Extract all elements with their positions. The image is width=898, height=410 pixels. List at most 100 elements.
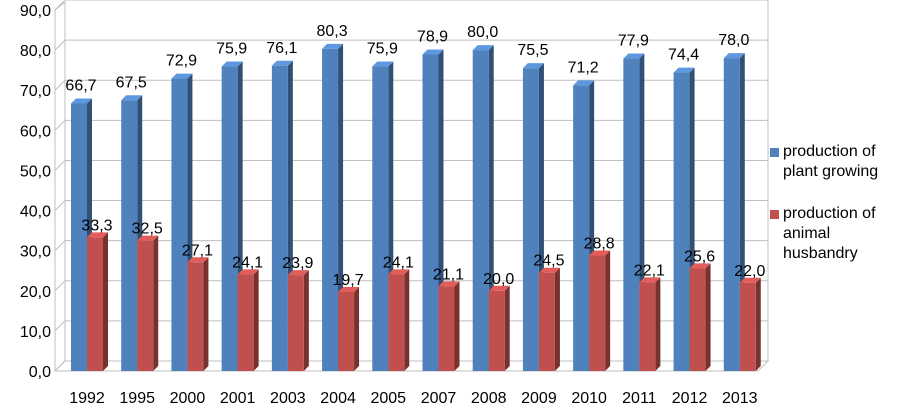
bar-plant-2013 bbox=[723, 58, 740, 372]
bar-top bbox=[137, 235, 159, 241]
data-label: 24,5 bbox=[533, 253, 564, 270]
gridline bbox=[54, 159, 768, 171]
data-label: 20,0 bbox=[483, 271, 514, 288]
bar-top bbox=[87, 232, 108, 238]
bar-top bbox=[573, 80, 595, 86]
data-label: 19,7 bbox=[333, 272, 364, 289]
bar-animal-2010 bbox=[589, 255, 606, 371]
bar-animal-2001 bbox=[237, 274, 254, 371]
bar-animal-2009 bbox=[538, 272, 555, 371]
bar-top bbox=[472, 45, 494, 51]
data-label: 78,0 bbox=[718, 32, 749, 49]
bar-animal-2007 bbox=[438, 286, 455, 371]
bar-plant-2007 bbox=[422, 54, 439, 371]
bar-top bbox=[121, 95, 143, 101]
y-tick-label: 10,0 bbox=[20, 324, 51, 341]
x-tick-label: 2008 bbox=[471, 390, 507, 407]
y-tick-label: 0,0 bbox=[29, 364, 51, 381]
legend: production of plant growing production o… bbox=[770, 142, 898, 286]
bar-top bbox=[488, 285, 510, 291]
data-label: 77,9 bbox=[618, 33, 649, 50]
data-label: 28,8 bbox=[584, 235, 615, 252]
gridline bbox=[54, 320, 768, 332]
gridline bbox=[54, 79, 768, 91]
bar-plant-1995 bbox=[121, 100, 138, 371]
bar-plant-2011 bbox=[623, 58, 640, 371]
bar-top bbox=[287, 270, 309, 276]
legend-swatch-plant bbox=[770, 148, 779, 157]
bar-side bbox=[755, 277, 761, 371]
data-label: 78,9 bbox=[417, 29, 448, 46]
bar-animal-2011 bbox=[639, 282, 656, 371]
data-label: 75,9 bbox=[367, 41, 398, 58]
x-tick-label: 2005 bbox=[370, 390, 406, 407]
bar-side bbox=[253, 269, 259, 371]
data-label: 76,1 bbox=[266, 40, 297, 57]
gridline bbox=[54, 119, 768, 131]
y-tick-label: 80,0 bbox=[20, 43, 51, 60]
bar-side bbox=[605, 250, 611, 371]
data-label: 74,4 bbox=[668, 47, 699, 64]
bar-animal-2008 bbox=[488, 290, 505, 371]
bar-side bbox=[655, 277, 661, 371]
y-tick-label: 90,0 bbox=[20, 3, 51, 20]
bar-side bbox=[354, 286, 360, 371]
x-tick-label: 2013 bbox=[722, 390, 758, 407]
legend-item-animal: production of animal husbandry bbox=[770, 204, 898, 264]
x-tick-label: 2004 bbox=[320, 390, 356, 407]
bar-plant-2010 bbox=[573, 85, 590, 372]
data-label: 80,3 bbox=[317, 23, 348, 40]
bar-animal-2000 bbox=[187, 262, 204, 371]
gridline bbox=[54, 240, 768, 252]
bar-side bbox=[303, 270, 309, 371]
bar-top bbox=[388, 269, 410, 275]
bar-animal-1995 bbox=[137, 240, 154, 371]
bar-plant-1992 bbox=[71, 103, 87, 371]
x-tick-label: 2010 bbox=[571, 390, 607, 407]
bar-side bbox=[454, 281, 460, 371]
bar-plant-2001 bbox=[221, 66, 238, 371]
bar-plant-2008 bbox=[472, 50, 489, 371]
y-tick-label: 40,0 bbox=[20, 204, 51, 221]
x-tick-label: 2007 bbox=[421, 390, 457, 407]
bar-top bbox=[322, 43, 344, 49]
legend-label-animal: production of animal husbandry bbox=[783, 205, 876, 262]
data-label: 75,5 bbox=[517, 42, 548, 59]
data-label: 80,0 bbox=[467, 24, 498, 41]
bar-top bbox=[187, 257, 209, 263]
bar-side bbox=[404, 269, 410, 371]
floor bbox=[53, 360, 770, 372]
bar-top bbox=[522, 63, 544, 69]
data-label: 25,6 bbox=[684, 248, 715, 265]
x-tick-label: 2012 bbox=[672, 390, 708, 407]
bar-top bbox=[237, 269, 259, 275]
bar-animal-1992 bbox=[87, 237, 103, 371]
bar-side bbox=[504, 285, 510, 371]
bar-top bbox=[689, 263, 711, 269]
bar-top bbox=[438, 281, 460, 287]
bar-side bbox=[705, 263, 711, 371]
bar-plant-2004 bbox=[322, 48, 339, 371]
x-tick-label: 2000 bbox=[170, 390, 206, 407]
y-tick-label: 70,0 bbox=[20, 83, 51, 100]
axes: 0,0 10,0 20,0 30,0 40,0 50,0 60,0 70,0 80,0 90,0 1… bbox=[20, 3, 758, 407]
bar-animal-2013 bbox=[739, 282, 756, 371]
data-label: 23,9 bbox=[282, 255, 313, 272]
x-tick-label: 2003 bbox=[270, 390, 306, 407]
data-label: 21,1 bbox=[433, 266, 464, 283]
bar-side bbox=[103, 232, 108, 371]
data-label: 33,3 bbox=[81, 217, 112, 234]
bar-top bbox=[673, 67, 695, 73]
bar-top bbox=[71, 98, 92, 104]
x-tick-label: 1995 bbox=[119, 390, 155, 407]
bar-plant-2000 bbox=[171, 78, 188, 371]
bar-side bbox=[153, 235, 159, 371]
bar-animal-2004 bbox=[338, 291, 355, 371]
bar-top bbox=[422, 49, 444, 55]
data-label: 22,0 bbox=[734, 263, 765, 280]
legend-label-plant: production of plant growing bbox=[783, 143, 879, 180]
bar-top bbox=[589, 250, 611, 256]
bar-plant-2012 bbox=[673, 72, 690, 371]
bar-side bbox=[203, 257, 209, 371]
